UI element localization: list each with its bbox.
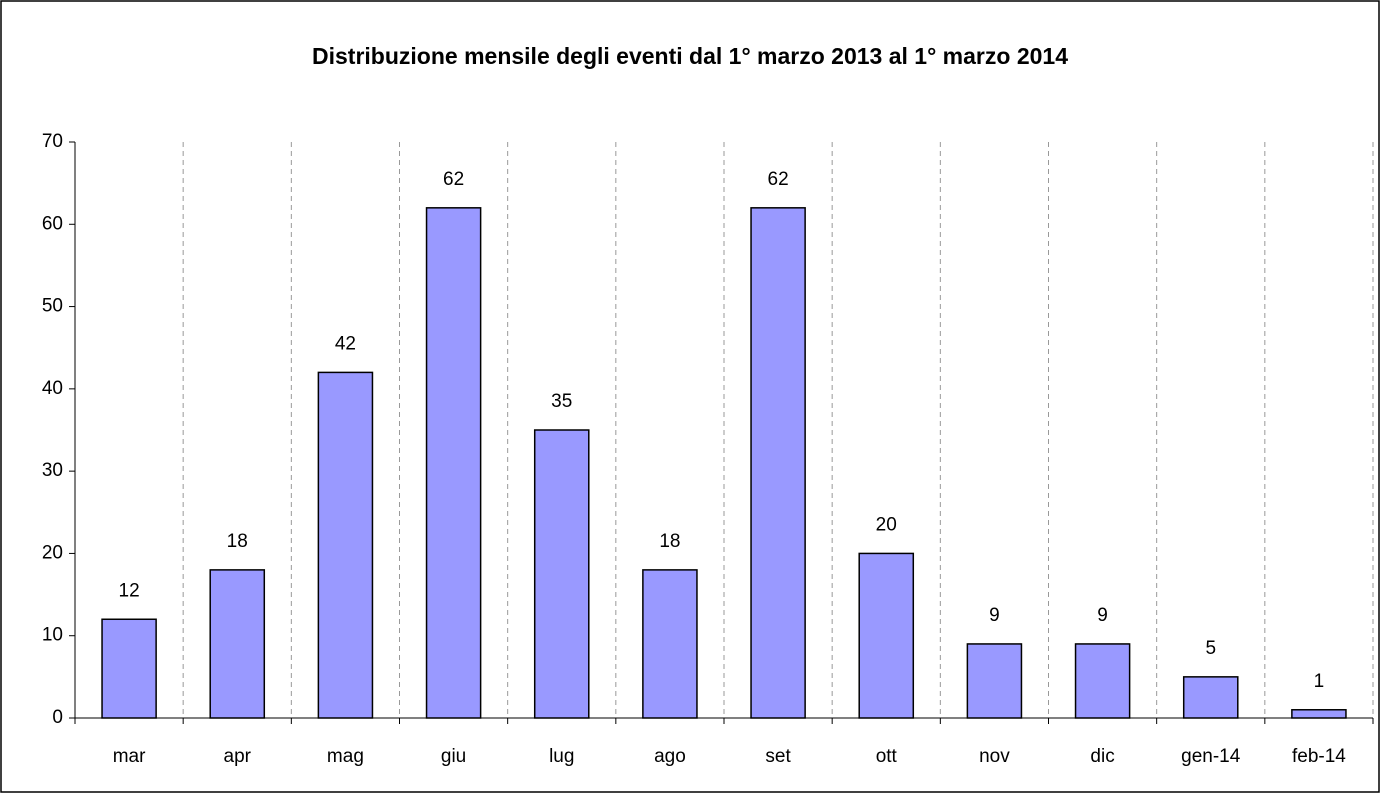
bar (209, 569, 266, 719)
data-label: 12 (119, 580, 140, 601)
data-label: 18 (227, 531, 248, 552)
data-label: 9 (1097, 605, 1108, 626)
x-tick-label: ott (876, 746, 898, 767)
bar (642, 569, 698, 719)
chart-title: Distribuzione mensile degli eventi dal 1… (312, 43, 1068, 69)
bar (750, 207, 806, 719)
y-tick-label: 50 (42, 296, 63, 317)
data-label: 62 (443, 169, 464, 190)
bar (1074, 643, 1131, 719)
x-tick-label: lug (549, 746, 574, 767)
x-tick-label: giu (441, 746, 466, 767)
bar (966, 643, 1023, 719)
y-tick-label: 20 (42, 542, 63, 563)
x-tick-label: mar (113, 746, 146, 767)
x-tick-label: gen-14 (1181, 746, 1241, 767)
x-tick-label: dic (1090, 746, 1114, 767)
y-tick-label: 10 (42, 625, 63, 646)
data-label: 62 (768, 169, 789, 190)
data-label: 9 (989, 605, 1000, 626)
bar (101, 618, 157, 719)
x-tick-label: apr (224, 746, 252, 767)
bar (533, 429, 590, 719)
bar (1182, 676, 1239, 719)
y-tick-label: 30 (42, 460, 63, 481)
data-label: 1 (1314, 671, 1325, 692)
y-tick-label: 70 (42, 131, 63, 152)
y-tick-label: 60 (42, 213, 63, 234)
x-tick-label: nov (979, 746, 1010, 767)
y-tick-label: 40 (42, 378, 63, 399)
x-tick-label: mag (327, 746, 364, 767)
data-label: 35 (551, 391, 572, 412)
data-label: 20 (876, 514, 897, 535)
data-label: 18 (659, 531, 680, 552)
bar (858, 552, 915, 719)
x-tick-label: feb-14 (1292, 746, 1346, 767)
x-tick-label: ago (654, 746, 686, 767)
bar (317, 371, 374, 719)
y-tick-label: 0 (52, 707, 63, 728)
bar (1291, 709, 1347, 719)
data-label: 5 (1205, 638, 1216, 659)
bar (425, 207, 482, 719)
x-tick-label: set (765, 746, 791, 767)
data-label: 42 (335, 333, 356, 354)
